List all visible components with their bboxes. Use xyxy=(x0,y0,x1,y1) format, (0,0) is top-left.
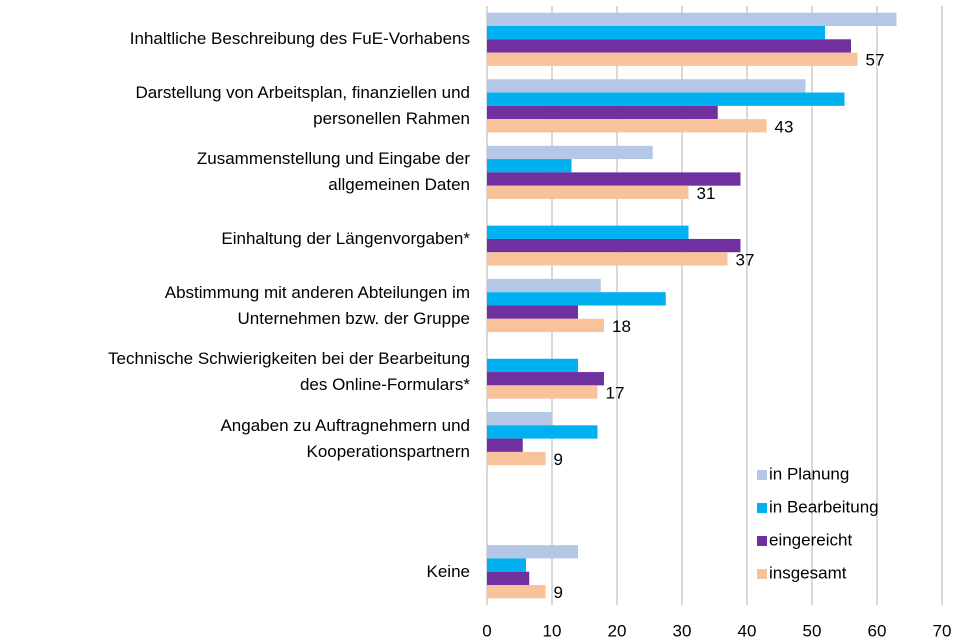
legend-label: in Bearbeitung xyxy=(769,497,879,516)
legend-label: in Planung xyxy=(769,464,849,483)
bar xyxy=(487,372,604,386)
y-tick-label: Angaben zu Auftragnehmern und Kooperatio… xyxy=(220,415,470,461)
bar xyxy=(487,25,825,40)
data-label: 37 xyxy=(736,250,755,269)
data-label: 17 xyxy=(606,383,625,402)
data-label: 43 xyxy=(775,117,794,136)
data-label: 9 xyxy=(554,450,563,469)
x-tick-label: 60 xyxy=(868,621,887,640)
bar xyxy=(487,159,572,173)
legend-label: insgesamt xyxy=(769,563,847,582)
data-label: 31 xyxy=(697,184,716,203)
bar xyxy=(487,119,767,133)
bar xyxy=(487,238,741,253)
bar xyxy=(487,412,552,426)
data-label: 57 xyxy=(866,51,885,70)
y-tick-label: Abstimmung mit anderen Abteilungen im Un… xyxy=(164,282,470,328)
y-tick-label: Technische Schwierigkeiten bei der Bearb… xyxy=(108,349,470,395)
y-tick-label: Darstellung von Arbeitsplan, finanzielle… xyxy=(135,82,470,128)
y-tick-label: Inhaltliche Beschreibung des FuE-Vorhabe… xyxy=(129,29,470,49)
bar xyxy=(487,225,689,239)
bar xyxy=(487,451,546,466)
bar xyxy=(487,145,653,160)
bar xyxy=(487,318,604,333)
bar xyxy=(487,52,858,66)
bar xyxy=(487,252,728,266)
legend-swatch xyxy=(757,569,767,579)
bar xyxy=(487,39,851,53)
bar xyxy=(487,278,601,293)
bar xyxy=(487,79,806,93)
x-tick-label: 40 xyxy=(738,621,757,640)
bar xyxy=(487,172,741,186)
bar xyxy=(487,12,897,26)
bar xyxy=(487,585,546,599)
bar xyxy=(487,105,718,120)
x-tick-label: 0 xyxy=(482,621,491,640)
bar xyxy=(487,305,578,319)
legend-swatch xyxy=(757,536,767,546)
bar xyxy=(487,545,578,559)
bar xyxy=(487,385,598,399)
bar xyxy=(487,292,666,306)
y-tick-label: Einhaltung der Längenvorgaben* xyxy=(221,228,470,248)
legend-swatch xyxy=(757,503,767,513)
data-label: 9 xyxy=(554,583,563,602)
x-tick-label: 10 xyxy=(543,621,562,640)
legend-swatch xyxy=(757,470,767,480)
x-tick-label: 30 xyxy=(673,621,692,640)
bar xyxy=(487,358,578,373)
bar xyxy=(487,438,523,452)
legend-label: eingereicht xyxy=(769,530,852,549)
x-tick-label: 70 xyxy=(933,621,952,640)
x-tick-label: 20 xyxy=(608,621,627,640)
bar xyxy=(487,425,598,439)
bar xyxy=(487,558,526,572)
bar xyxy=(487,185,689,199)
y-tick-label: Zusammenstellung und Eingabe der allgeme… xyxy=(196,149,470,195)
x-tick-label: 50 xyxy=(803,621,822,640)
y-tick-label: Keine xyxy=(426,561,470,581)
data-label: 18 xyxy=(612,317,631,336)
bar xyxy=(487,571,530,586)
bar xyxy=(487,92,845,106)
